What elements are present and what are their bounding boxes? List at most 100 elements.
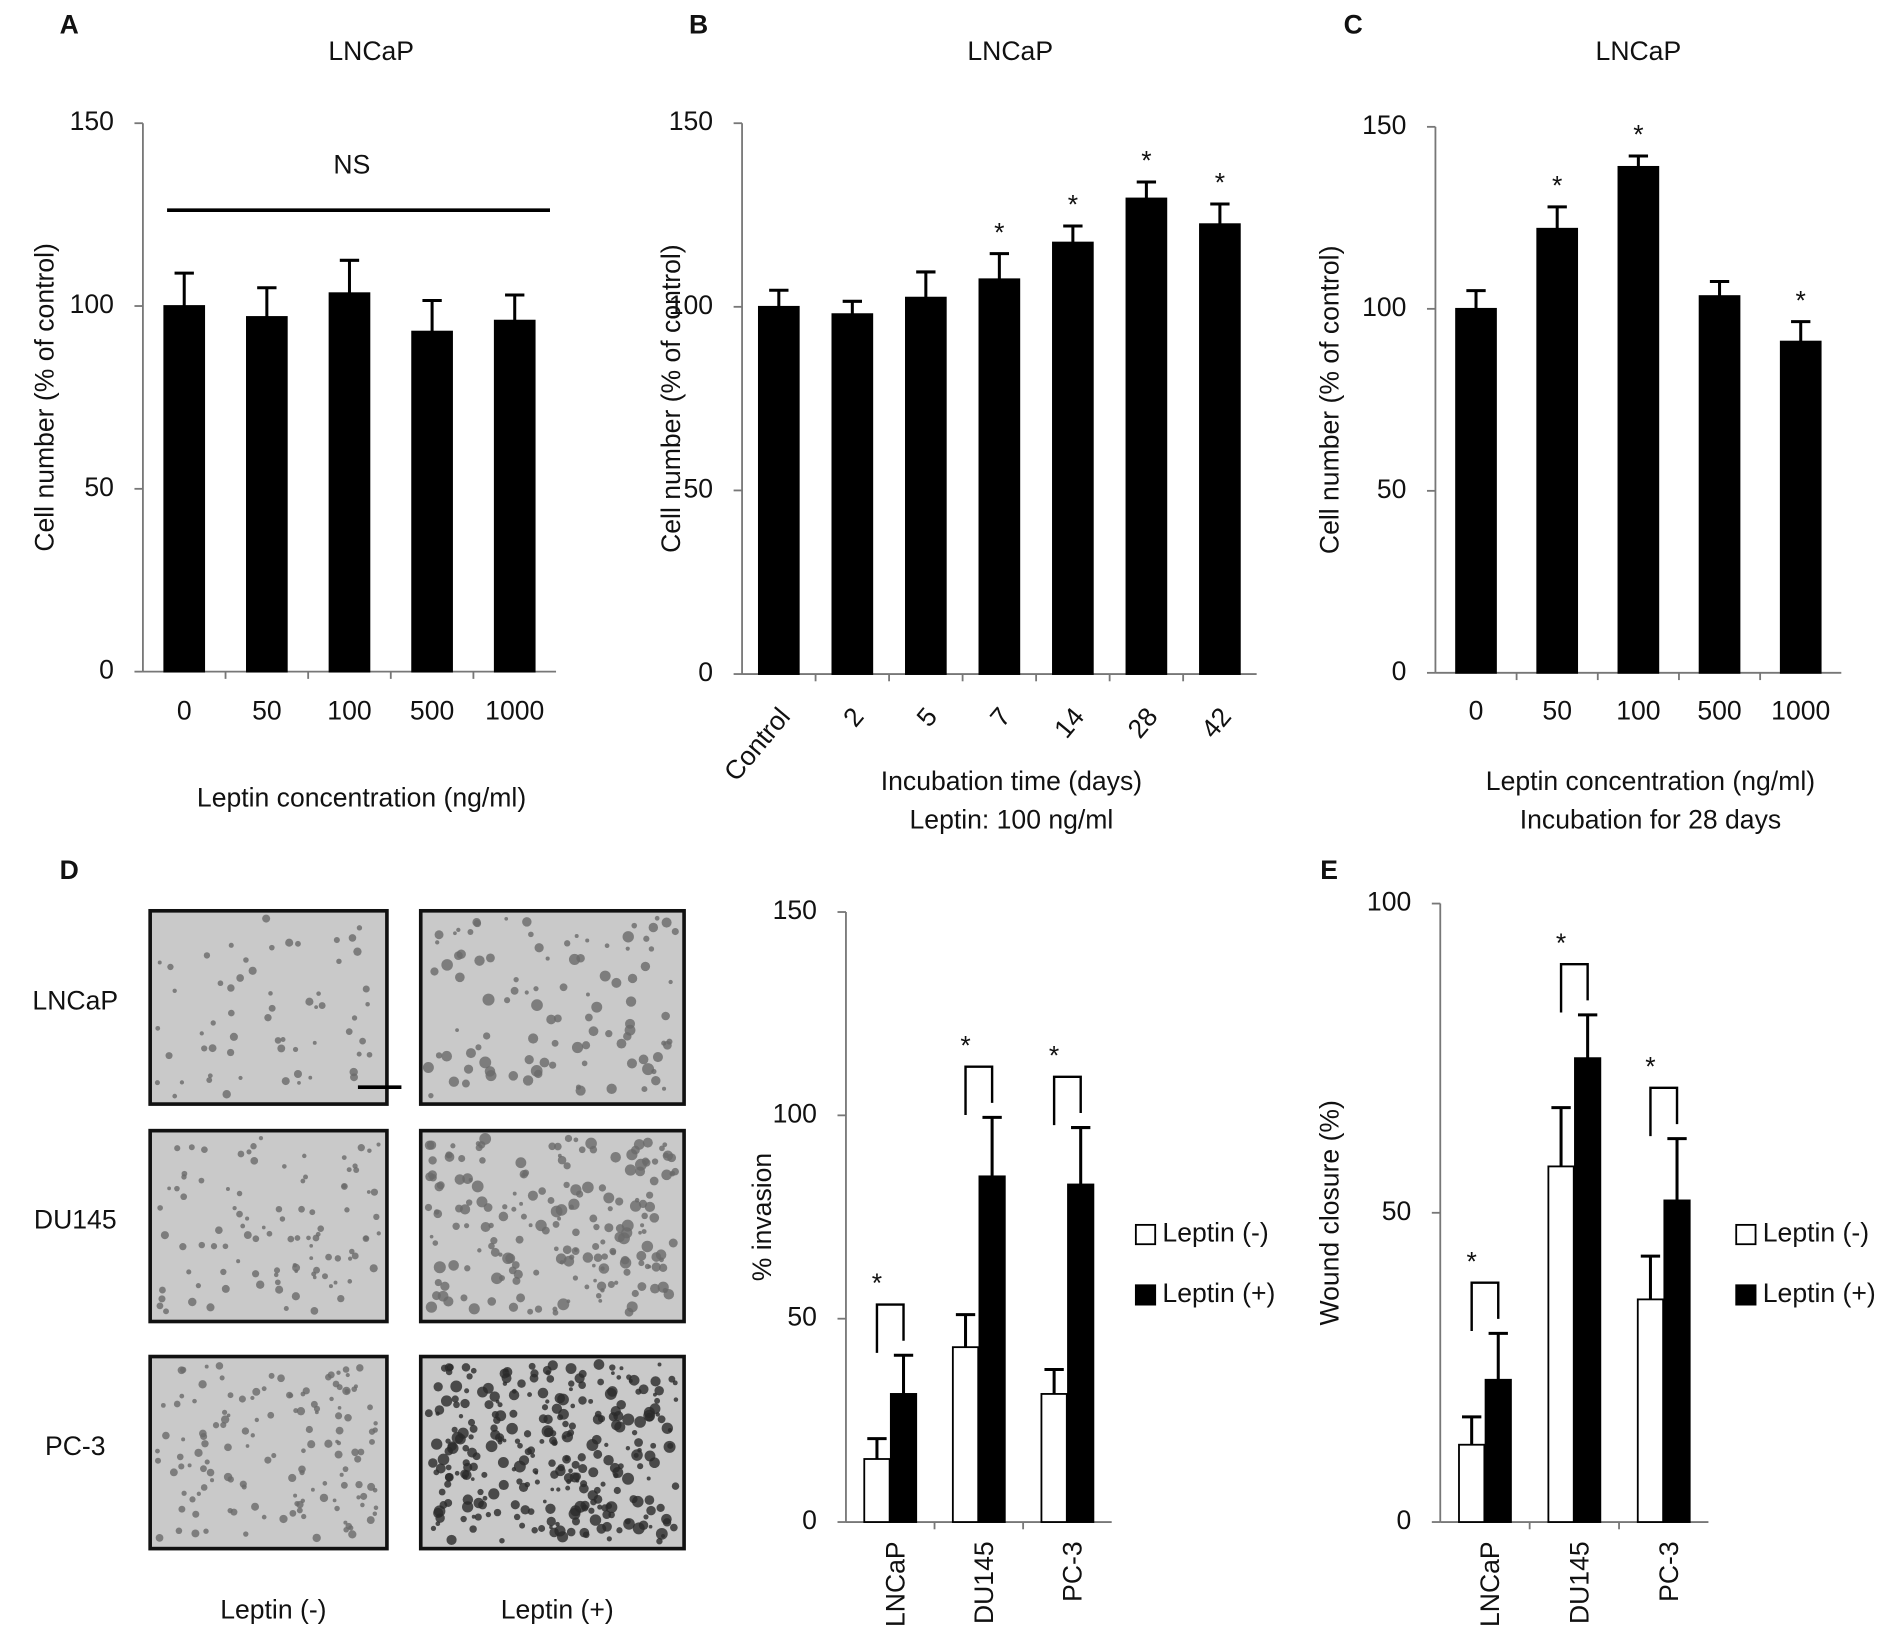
cell <box>593 1223 600 1231</box>
cell <box>468 1303 480 1315</box>
cell <box>593 1253 603 1263</box>
cell <box>273 1272 279 1278</box>
cell <box>641 1212 648 1220</box>
cell <box>661 1169 672 1181</box>
cell <box>174 1185 180 1192</box>
cell <box>354 1455 362 1463</box>
y-tick-label: 150 <box>70 106 114 136</box>
cell <box>659 1145 665 1152</box>
cell <box>616 1399 626 1410</box>
cell <box>482 993 495 1006</box>
cell <box>519 1201 524 1206</box>
bar <box>1199 223 1241 675</box>
cell <box>347 1256 353 1261</box>
chart-title: LNCaP <box>1596 36 1682 66</box>
cell <box>524 1481 531 1488</box>
cell <box>337 1294 345 1303</box>
cell <box>572 1275 579 1281</box>
cell <box>173 1400 181 1408</box>
cell <box>268 1372 275 1379</box>
cell <box>300 1498 306 1504</box>
cell <box>367 1148 372 1153</box>
cell <box>515 1235 524 1244</box>
bracket <box>1559 962 1589 1013</box>
cell <box>222 1243 229 1250</box>
cell <box>428 1092 434 1099</box>
cell <box>297 1081 301 1085</box>
cell <box>229 1032 238 1041</box>
cell <box>206 1468 215 1477</box>
cell <box>634 1416 646 1428</box>
cell <box>533 1269 540 1276</box>
x-tick-label: 2 <box>837 702 869 733</box>
cell <box>564 1134 573 1143</box>
cell <box>508 1071 519 1081</box>
row-label: DU145 <box>34 1204 117 1234</box>
cell <box>179 1080 185 1085</box>
cell <box>243 1531 249 1537</box>
cell <box>489 1391 500 1402</box>
cell <box>490 1237 498 1245</box>
cell <box>657 1415 666 1424</box>
cell <box>637 1463 644 1470</box>
y-tick-label: 100 <box>773 1098 817 1128</box>
cell <box>606 1083 617 1094</box>
bracket <box>964 1065 994 1115</box>
error-bar <box>1210 202 1230 225</box>
cell <box>563 1181 570 1189</box>
cell <box>604 1442 609 1448</box>
cell <box>444 1472 454 1482</box>
cell <box>488 1488 500 1500</box>
cell <box>571 1517 581 1526</box>
panel-letter: B <box>689 10 708 40</box>
cell <box>369 1438 375 1445</box>
cell <box>651 1158 659 1165</box>
micrograph <box>148 1128 389 1324</box>
significance-star: * <box>960 1030 970 1060</box>
cell <box>523 1430 532 1438</box>
y-tick-label: 50 <box>1382 1196 1412 1226</box>
cell <box>293 1069 302 1079</box>
bar <box>1052 241 1094 675</box>
cell <box>303 1174 308 1180</box>
cell <box>334 1505 340 1512</box>
cell <box>273 1267 281 1274</box>
cell <box>530 1453 536 1458</box>
cell <box>655 1527 668 1540</box>
cell <box>542 1499 547 1504</box>
cell <box>606 1536 612 1542</box>
cell <box>302 1387 310 1395</box>
cell <box>309 1243 314 1248</box>
cell <box>198 1241 205 1249</box>
cell <box>649 1212 660 1223</box>
cell <box>169 1468 178 1477</box>
cell <box>477 1488 484 1496</box>
cell <box>236 1210 243 1218</box>
cell <box>619 1257 632 1269</box>
y-axis-label: Cell number (% of control) <box>656 244 686 553</box>
cell <box>437 1453 450 1466</box>
x-axis-label: Leptin concentration (ng/ml) <box>197 783 526 813</box>
cell <box>456 927 461 933</box>
cell <box>550 1487 555 1492</box>
cell <box>460 1515 467 1523</box>
cell <box>493 1508 502 1517</box>
cell <box>179 1393 185 1399</box>
cell <box>431 1438 443 1450</box>
cell <box>203 952 211 959</box>
panel-letter: E <box>1320 855 1338 885</box>
cell <box>527 1190 538 1201</box>
cell <box>435 1411 440 1416</box>
cell <box>477 1248 482 1253</box>
cell <box>485 1511 492 1518</box>
cell <box>534 1305 543 1313</box>
bar <box>1636 1298 1665 1523</box>
y-tick-label: 150 <box>1362 110 1406 140</box>
cell <box>644 1495 655 1505</box>
y-tick-label: 100 <box>1367 887 1411 917</box>
cell <box>562 1420 569 1428</box>
cell <box>495 1433 505 1443</box>
cell <box>651 1068 657 1075</box>
cell <box>461 1363 471 1372</box>
